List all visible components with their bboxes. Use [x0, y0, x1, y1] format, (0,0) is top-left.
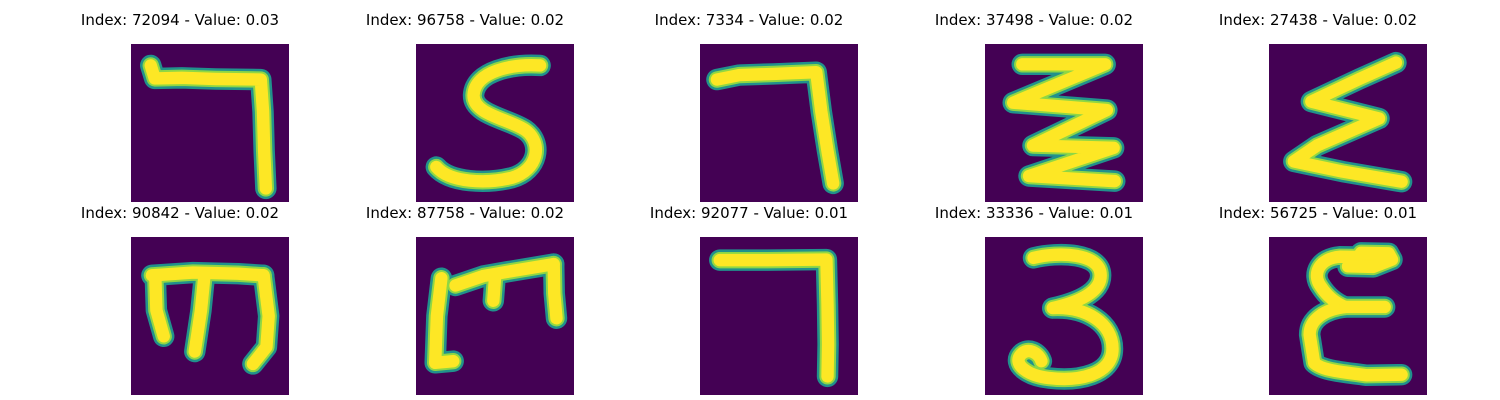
digit-image: [985, 44, 1143, 202]
digit-image: [700, 44, 858, 202]
digit-image: [416, 44, 574, 202]
digit-image: [416, 237, 574, 395]
digit-image: [131, 237, 289, 395]
digit-image: [1269, 237, 1427, 395]
panel-title: Index: 92077 - Value: 0.01: [649, 204, 849, 222]
panel-title: Index: 33336 - Value: 0.01: [934, 204, 1134, 222]
image-panel: Index: 87758 - Value: 0.02: [315, 203, 615, 398]
digit-image: [131, 44, 289, 202]
image-panel: Index: 37498 - Value: 0.02: [884, 10, 1184, 205]
digit-image: [985, 237, 1143, 395]
panel-title: Index: 37498 - Value: 0.02: [934, 11, 1134, 29]
image-panel: Index: 96758 - Value: 0.02: [315, 10, 615, 205]
image-panel: Index: 56725 - Value: 0.01: [1168, 203, 1468, 398]
image-panel: Index: 27438 - Value: 0.02: [1168, 10, 1468, 205]
image-panel: Index: 7334 - Value: 0.02: [599, 10, 899, 205]
panel-title: Index: 56725 - Value: 0.01: [1218, 204, 1418, 222]
image-panel: Index: 92077 - Value: 0.01: [599, 203, 899, 398]
digit-image: [1269, 44, 1427, 202]
digit-image: [700, 237, 858, 395]
panel-title: Index: 27438 - Value: 0.02: [1218, 11, 1418, 29]
panel-title: Index: 90842 - Value: 0.02: [80, 204, 280, 222]
panel-title: Index: 96758 - Value: 0.02: [365, 11, 565, 29]
panel-title: Index: 7334 - Value: 0.02: [654, 11, 844, 29]
image-panel: Index: 72094 - Value: 0.03: [30, 10, 330, 205]
panel-title: Index: 72094 - Value: 0.03: [80, 11, 280, 29]
image-panel: Index: 33336 - Value: 0.01: [884, 203, 1184, 398]
panel-title: Index: 87758 - Value: 0.02: [365, 204, 565, 222]
image-panel: Index: 90842 - Value: 0.02: [30, 203, 330, 398]
